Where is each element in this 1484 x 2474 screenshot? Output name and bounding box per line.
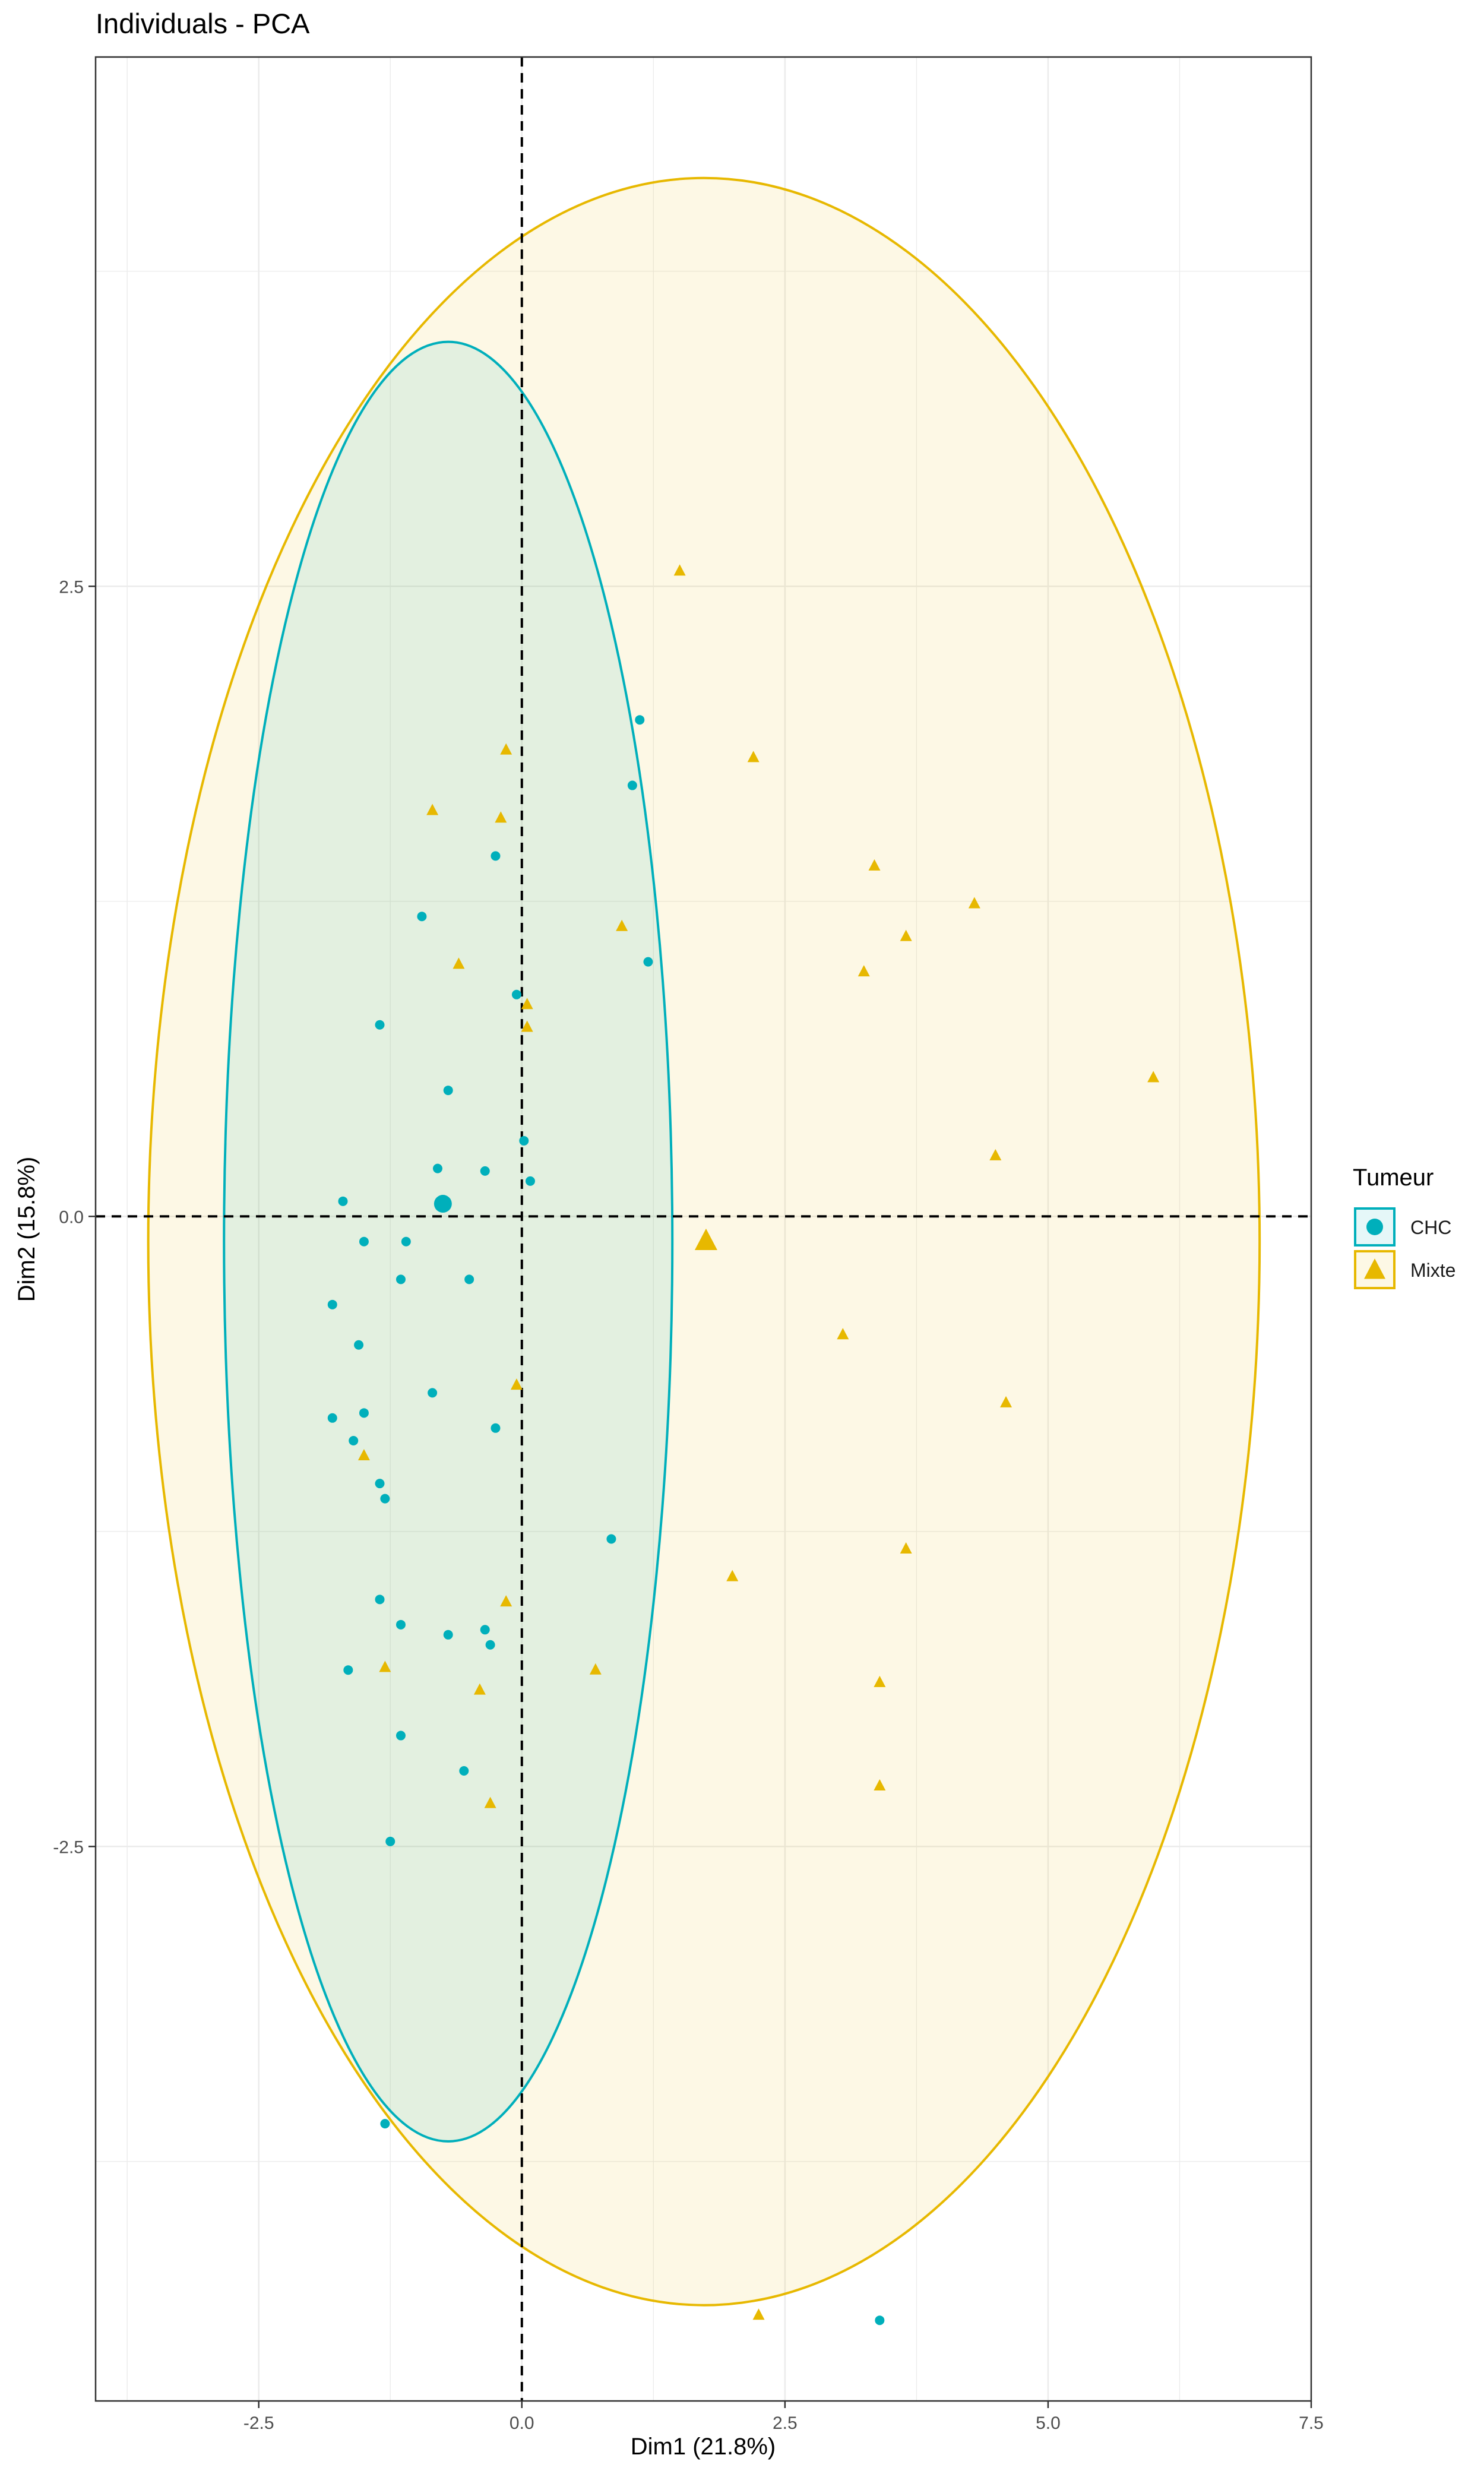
point-mixte — [868, 859, 881, 871]
point-chc — [443, 1086, 453, 1096]
point-mixte — [989, 1149, 1002, 1160]
legend-symbol-chc — [1366, 1219, 1383, 1235]
point-chc — [395, 1619, 406, 1630]
point-mixte — [968, 897, 980, 909]
x-tick-label: 0.0 — [510, 2413, 534, 2433]
point-mixte — [510, 1378, 523, 1390]
chart-title: Individuals - PCA — [96, 8, 310, 39]
legend-item-chc: CHC — [1354, 1207, 1451, 1247]
y-axis-ticks: -2.5 0.0 2.5 — [53, 577, 96, 1857]
point-chc — [380, 2119, 390, 2129]
point-chc — [480, 1166, 490, 1176]
point-chc — [338, 1196, 348, 1206]
legend-title: Tumeur — [1353, 1165, 1434, 1191]
point-chc — [375, 1595, 385, 1605]
point-chc — [401, 1236, 411, 1247]
centroid-mixte — [694, 1228, 717, 1250]
point-chc — [491, 851, 501, 861]
point-mixte — [726, 1570, 739, 1581]
point-mixte — [900, 1542, 912, 1554]
point-mixte — [500, 1595, 512, 1607]
plot-border — [94, 56, 1312, 2402]
point-chc — [380, 1494, 390, 1504]
point-chc — [375, 1020, 385, 1030]
point-mixte — [357, 1448, 370, 1460]
point-chc — [349, 1436, 359, 1446]
point-chc — [875, 2315, 885, 2326]
point-chc — [395, 1274, 406, 1285]
x-axis-ticks: -2.5 0.0 2.5 5.0 7.5 — [243, 2401, 1324, 2433]
point-mixte — [521, 998, 533, 1010]
y-axis-title: Dim2 (15.8%) — [14, 1157, 40, 1302]
centroid-chc — [434, 1195, 452, 1213]
point-mixte — [484, 1796, 496, 1808]
point-mixte — [858, 965, 870, 977]
point-mixte — [616, 919, 628, 931]
point-mixte — [453, 957, 465, 969]
point-chc — [491, 1423, 501, 1433]
point-mixte — [473, 1683, 486, 1695]
point-mixte — [495, 811, 507, 823]
x-tick-label: 2.5 — [773, 2413, 798, 2433]
point-mixte — [521, 1020, 533, 1032]
point-chc — [519, 1135, 529, 1146]
point-chc — [443, 1630, 453, 1640]
point-mixte — [589, 1663, 602, 1675]
x-tick-label: 7.5 — [1299, 2413, 1324, 2433]
legend-label-chc: CHC — [1410, 1217, 1451, 1238]
point-chc — [343, 1665, 353, 1675]
point-mixte — [874, 1779, 886, 1790]
point-chc — [525, 1176, 535, 1186]
point-mixte — [752, 2308, 765, 2320]
legend-item-mixte: Mixte — [1354, 1250, 1455, 1289]
point-chc — [432, 1163, 442, 1173]
point-chc — [627, 780, 637, 790]
plot-panel — [96, 57, 1311, 2401]
point-mixte — [747, 751, 760, 763]
point-chc — [635, 715, 645, 725]
point-chc — [395, 1730, 406, 1741]
legend-symbol-mixte — [1364, 1258, 1385, 1279]
point-chc — [359, 1408, 369, 1418]
point-mixte — [837, 1328, 849, 1340]
point-chc — [428, 1388, 438, 1398]
point-chc — [359, 1236, 369, 1247]
point-chc — [417, 912, 427, 922]
point-chc — [511, 989, 521, 999]
point-chc — [480, 1625, 490, 1635]
ellipse-chc — [223, 340, 674, 2143]
point-mixte — [379, 1660, 391, 1672]
point-mixte — [426, 803, 439, 815]
point-chc — [459, 1766, 469, 1776]
data-points — [327, 564, 1160, 2326]
point-chc — [606, 1534, 616, 1544]
y-tick-label: 2.5 — [59, 577, 84, 597]
reference-lines — [96, 57, 1311, 2401]
point-chc — [485, 1640, 495, 1650]
point-mixte — [500, 743, 512, 755]
legend: Tumeur CHC Mixte — [1353, 1165, 1455, 1289]
point-chc — [375, 1479, 385, 1489]
point-chc — [643, 957, 653, 967]
point-mixte — [874, 1675, 886, 1687]
x-tick-label: -2.5 — [243, 2413, 274, 2433]
point-chc — [385, 1836, 395, 1846]
point-chc — [464, 1274, 474, 1285]
point-mixte — [1147, 1071, 1160, 1083]
x-axis-title: Dim1 (21.8%) — [631, 2434, 776, 2460]
point-chc — [354, 1340, 364, 1350]
point-mixte — [1000, 1396, 1012, 1407]
point-mixte — [900, 929, 912, 941]
y-tick-label: 0.0 — [59, 1207, 84, 1227]
point-mixte — [673, 564, 686, 576]
y-tick-label: -2.5 — [53, 1837, 84, 1857]
point-chc — [327, 1299, 337, 1309]
point-chc — [327, 1413, 337, 1423]
legend-label-mixte: Mixte — [1410, 1260, 1455, 1281]
x-tick-label: 5.0 — [1036, 2413, 1061, 2433]
